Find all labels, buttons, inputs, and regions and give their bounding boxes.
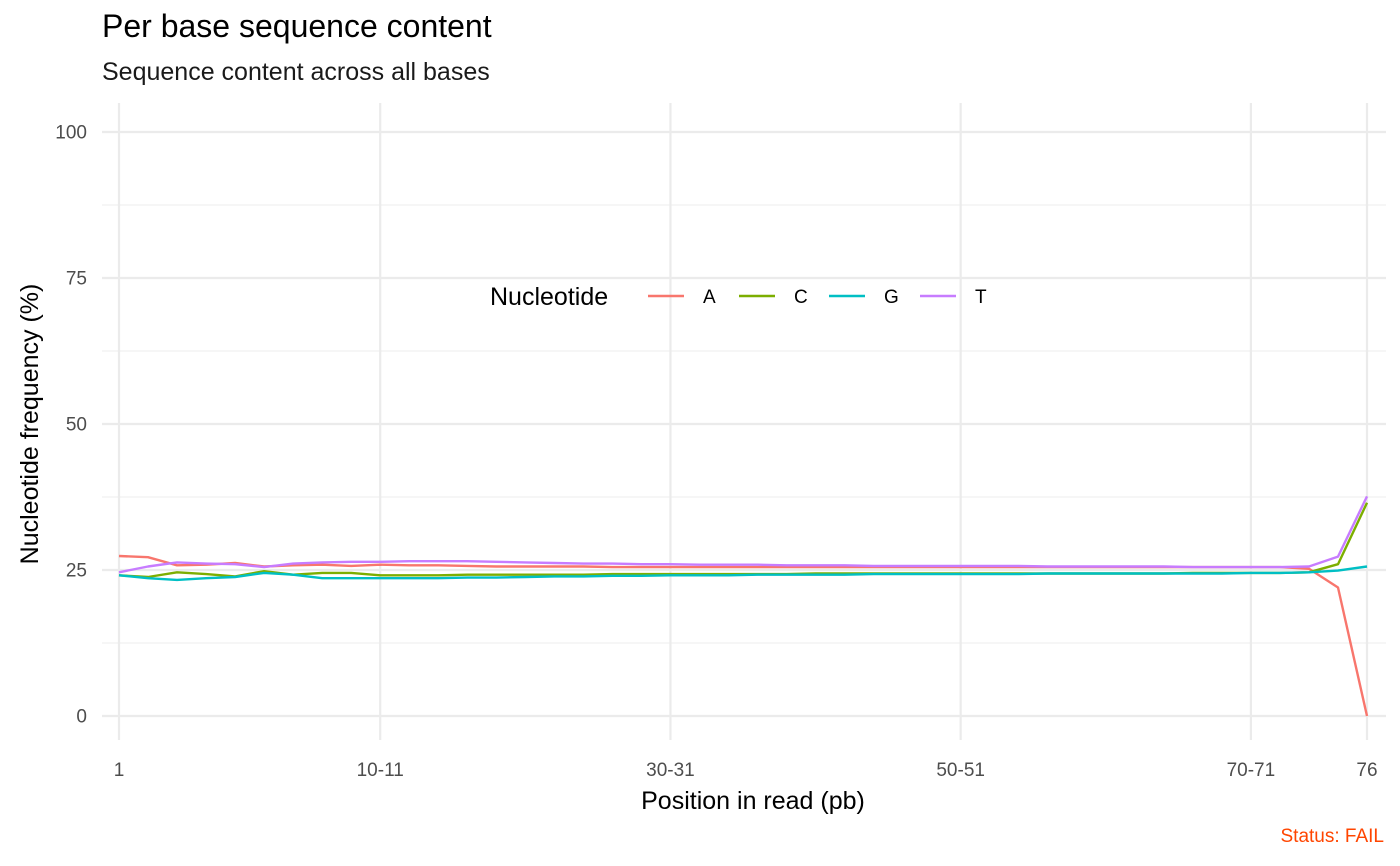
x-tick-label: 1 xyxy=(114,760,125,781)
legend-title: Nucleotide xyxy=(490,283,608,311)
x-tick-label: 10-11 xyxy=(357,760,404,781)
series-line-t xyxy=(118,495,1369,574)
legend-label-a: A xyxy=(703,287,716,308)
x-tick-label: 76 xyxy=(1356,760,1377,781)
x-tick-label: 50-51 xyxy=(936,760,985,781)
x-axis-title: Position in read (pb) xyxy=(641,787,865,815)
series-line-a xyxy=(118,554,1369,717)
legend-label-g: G xyxy=(884,287,899,308)
y-tick-label: 100 xyxy=(55,123,87,144)
y-axis-title: Nucleotide frequency (%) xyxy=(16,284,44,565)
y-tick-label: 0 xyxy=(76,707,87,728)
legend-label-t: T xyxy=(975,287,987,308)
y-tick-label: 25 xyxy=(66,561,87,582)
chart-title: Per base sequence content xyxy=(102,8,492,44)
x-tick-label: 30-31 xyxy=(646,760,695,781)
y-tick-label: 50 xyxy=(66,415,87,436)
status-label: Status: FAIL xyxy=(1280,826,1385,847)
chart-subtitle: Sequence content across all bases xyxy=(102,58,490,86)
x-tick-label: 70-71 xyxy=(1227,760,1276,781)
series-line-g xyxy=(118,565,1368,582)
y-tick-label: 75 xyxy=(66,269,87,290)
legend-label-c: C xyxy=(794,287,808,308)
